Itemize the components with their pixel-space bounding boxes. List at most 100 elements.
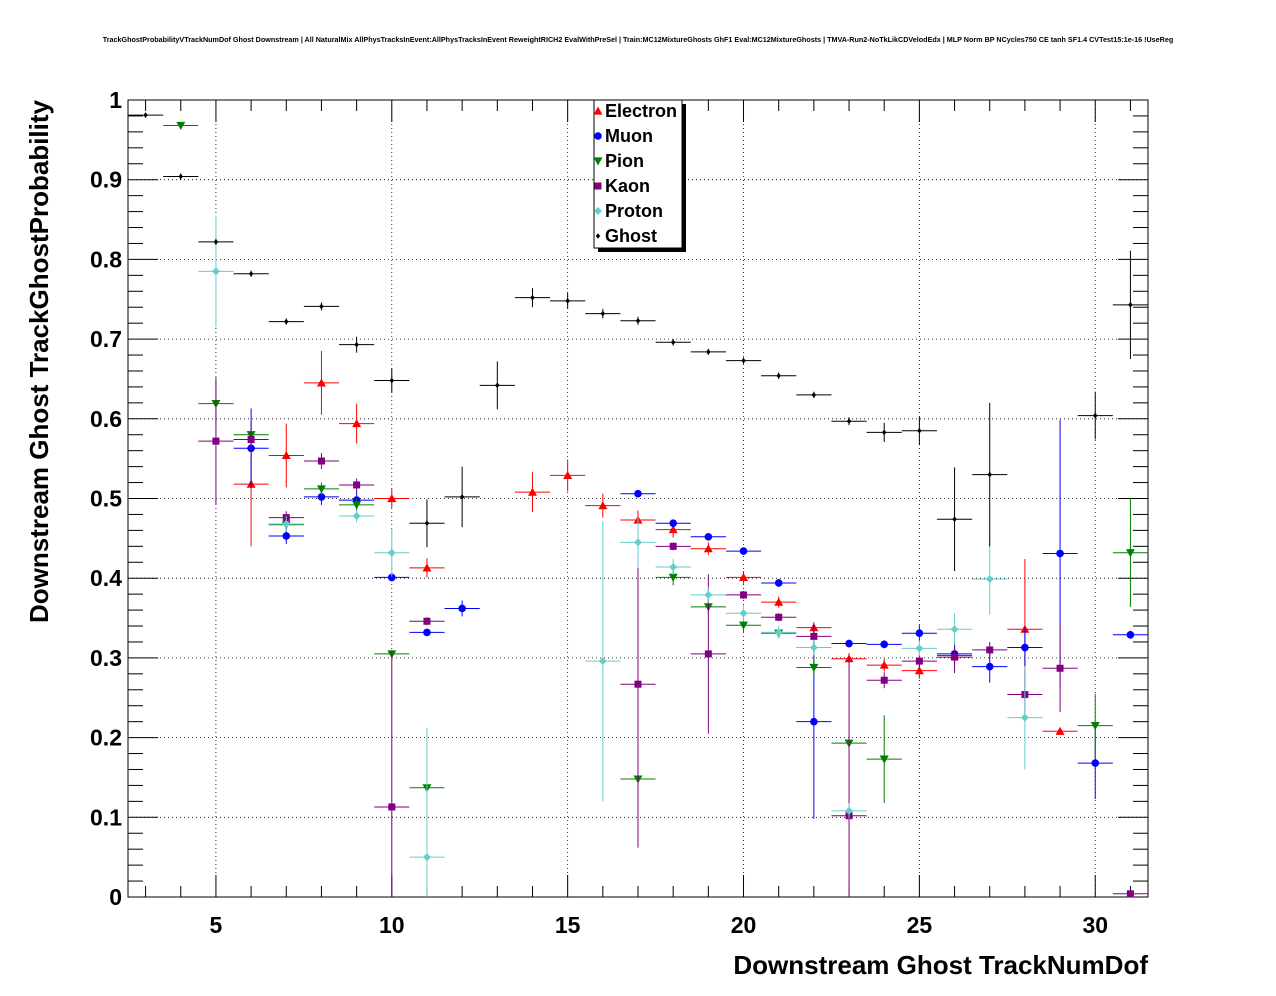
legend-box <box>593 99 683 249</box>
ghost-marker <box>248 270 254 277</box>
pion-point <box>339 498 375 512</box>
ghost-marker <box>143 112 148 118</box>
legend-entry-muon: Muon <box>594 126 653 146</box>
muon-point <box>374 573 410 582</box>
y-tick-label: 0.3 <box>90 645 122 671</box>
x-tick-label: 5 <box>210 912 223 938</box>
proton-point <box>901 640 937 657</box>
legend-entry-electron: Electron <box>593 101 677 121</box>
proton-marker <box>634 538 642 547</box>
kaon-point <box>409 617 445 626</box>
electron-marker <box>422 563 432 572</box>
pion-marker <box>176 121 186 131</box>
ghost-point <box>936 467 973 572</box>
kaon-marker <box>247 436 255 444</box>
proton-point <box>725 605 762 622</box>
kaon-point <box>198 377 234 505</box>
muon-point <box>866 640 902 649</box>
muon-point <box>1007 627 1043 668</box>
ghost-marker <box>635 317 641 324</box>
legend-entry-ghost: Ghost <box>595 226 657 246</box>
electron-point <box>585 493 621 518</box>
ghost-point <box>339 336 375 353</box>
electron-point <box>866 658 902 672</box>
chart-title: TrackGhostProbabilityVTrackNumDof Ghost … <box>103 35 1174 44</box>
muon-point <box>690 532 726 541</box>
ghost-point <box>972 402 1008 547</box>
pion-point <box>163 121 199 131</box>
proton-point <box>374 528 410 577</box>
pion-marker <box>1090 722 1100 731</box>
proton-marker <box>985 574 994 583</box>
muon-marker <box>1056 549 1064 558</box>
proton-marker <box>422 853 431 862</box>
y-axis-title: Downstream Ghost TrackGhostProbability <box>24 99 54 623</box>
muon-point <box>1112 630 1148 639</box>
electron-point <box>339 403 375 444</box>
ghost-marker <box>600 310 606 317</box>
muon-marker <box>985 662 994 671</box>
pion-point <box>303 482 340 496</box>
muon-marker <box>1091 759 1100 767</box>
electron-marker <box>352 419 362 428</box>
y-tick-label: 1 <box>109 87 122 113</box>
y-tick-label: 0 <box>109 884 122 910</box>
ghost-point <box>303 302 340 311</box>
kaon-marker <box>810 632 818 640</box>
pion-point <box>796 659 832 676</box>
legend-marker-pion <box>593 157 603 166</box>
ghost-marker <box>811 392 817 398</box>
ghost-marker <box>319 303 324 310</box>
proton-marker <box>352 512 361 521</box>
kaon-marker <box>775 613 783 621</box>
kaon-marker <box>317 457 325 465</box>
kaon-point <box>725 590 762 599</box>
x-tick-label: 20 <box>731 912 757 938</box>
y-tick-label: 0.5 <box>90 486 122 512</box>
electron-marker <box>598 501 608 510</box>
pion-point <box>1077 693 1113 758</box>
kaon-point <box>655 542 691 551</box>
proton-marker <box>845 806 854 815</box>
kaon-point <box>1112 890 1148 898</box>
pion-marker <box>879 755 889 764</box>
pion-point <box>866 715 902 803</box>
axis-ticks <box>128 99 1148 898</box>
electron-marker <box>914 666 924 675</box>
ghost-point <box>1112 250 1148 360</box>
muon-point <box>725 547 762 555</box>
ghost-point <box>374 368 410 393</box>
legend-marker-muon <box>594 132 602 140</box>
x-tick-labels: 5 10 15 20 25 30 <box>210 912 1109 938</box>
ghost-point <box>163 173 199 180</box>
kaon-marker <box>880 676 888 684</box>
proton-point <box>972 543 1008 615</box>
electron-point <box>374 488 410 509</box>
proton-point <box>655 559 691 576</box>
electron-marker <box>387 494 397 503</box>
electron-marker <box>1055 726 1065 735</box>
ghost-marker <box>846 418 852 424</box>
proton-marker <box>774 628 783 637</box>
electron-marker <box>668 525 678 534</box>
ghost-marker <box>530 294 535 301</box>
x-tick-label: 10 <box>379 912 405 938</box>
electron-point <box>550 459 586 492</box>
proton-marker <box>387 548 396 557</box>
proton-marker <box>704 590 713 599</box>
pion-marker <box>739 621 749 630</box>
ghost-point <box>585 308 621 319</box>
proton-point <box>761 626 797 639</box>
ghost-marker <box>881 429 887 436</box>
ghost-point <box>514 288 551 308</box>
ghost-point <box>866 422 902 442</box>
electron-point <box>690 542 726 556</box>
muon-marker <box>810 717 818 726</box>
electron-marker <box>703 544 713 553</box>
data-series <box>128 112 1148 898</box>
electron-marker <box>879 660 889 669</box>
ghost-marker <box>987 471 992 478</box>
ghost-point <box>198 238 234 246</box>
kaon-point <box>374 651 410 897</box>
